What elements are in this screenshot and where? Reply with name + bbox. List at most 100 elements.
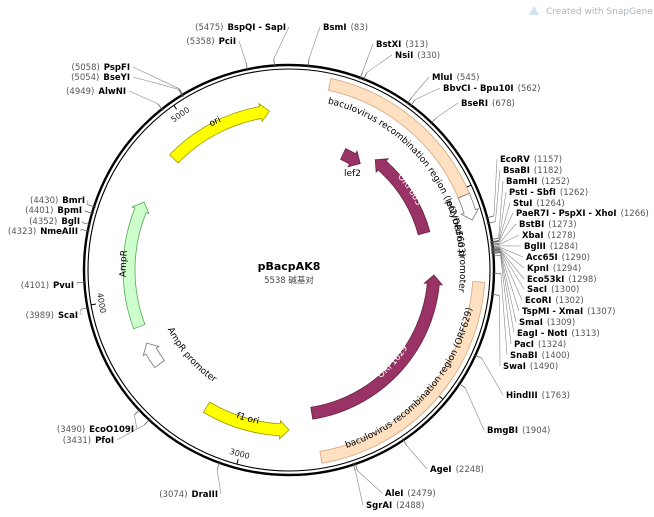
site-name: DraIII (192, 490, 218, 500)
site-tick (359, 71, 364, 80)
site-label: PstI - SbfI (1262) (509, 188, 588, 198)
site-name: SmaI (519, 318, 543, 328)
site-leader (499, 249, 525, 290)
site-position: (330) (417, 51, 440, 61)
site-label: (4352) BglI (29, 217, 80, 227)
feature-label: AmpR (119, 250, 130, 278)
site-leader (273, 26, 290, 59)
site-label: BglII (1284) (524, 242, 578, 252)
site-position: (1400) (542, 351, 570, 361)
watermark-icon (529, 6, 539, 15)
site-position: (3431) (63, 436, 91, 446)
site-name: BseYI (103, 73, 130, 83)
site-leader (493, 158, 498, 216)
site-tick (491, 249, 501, 252)
feature-arc (142, 342, 165, 369)
site-label: EcoRV (1157) (500, 155, 562, 165)
site-label: EagI - NotI (1313) (517, 329, 600, 339)
site-tick (490, 245, 500, 248)
site-tick (77, 281, 87, 283)
feature-label: baculovirus recombination region (ORF629… (344, 307, 475, 451)
site-tick (491, 251, 501, 253)
site-tick (429, 117, 437, 125)
site-position: (562) (518, 84, 541, 94)
site-tick (490, 240, 500, 243)
site-tick (82, 222, 92, 226)
site-name: MluI (432, 73, 453, 83)
site-tick (273, 58, 275, 68)
site-name: SwaI (503, 362, 526, 372)
site-name: AleI (385, 489, 403, 499)
site-leader (499, 250, 523, 301)
backbone-tick (90, 303, 97, 306)
site-name: BglII (524, 242, 546, 252)
site-label: (4401) BpmI (25, 206, 82, 216)
site-position: (4101) (21, 281, 49, 291)
site-label: (3490) EcoO109I (57, 425, 134, 435)
site-name: PstI - SbfI (509, 188, 556, 198)
site-label: HindIII (1763) (506, 391, 570, 401)
feature-label-path: ori (208, 115, 223, 129)
site-tick (490, 242, 500, 245)
site-leader (499, 223, 517, 244)
site-tick (80, 229, 90, 232)
site-position: (4352) (29, 217, 57, 227)
site-label: (4323) NmeAIII (8, 227, 78, 237)
site-label: XbaI (1278) (522, 231, 576, 241)
site-tick (490, 246, 500, 249)
site-position: (4430) (30, 196, 58, 206)
feature-label: ori (208, 115, 223, 129)
site-position: (2488) (396, 501, 424, 511)
site-leader (415, 87, 441, 100)
site-position: (2479) (407, 489, 435, 499)
site-position: (1309) (547, 318, 575, 328)
site-name: BbvCI - Bpu10I (443, 84, 514, 94)
site-leader (128, 90, 158, 104)
site-label: EcoRI (1302) (525, 296, 584, 306)
site-position: (1262) (560, 188, 588, 198)
site-label: MluI (545) (432, 73, 479, 83)
site-name: BsmI (323, 23, 347, 33)
site-leader (499, 249, 525, 280)
site-name: NsiI (395, 51, 413, 61)
site-name: PaeR7I - PspXI - XhoI (516, 209, 617, 219)
site-leader (216, 469, 222, 495)
site-name: Eco53kI (527, 275, 564, 285)
site-position: (3074) (159, 490, 187, 500)
site-name: EcoRI (525, 296, 551, 306)
site-label: (4101) PvuI (21, 281, 74, 291)
site-leader (498, 180, 504, 239)
site-leader (499, 247, 524, 258)
site-position: (1157) (534, 155, 562, 165)
site-tick (178, 88, 184, 98)
feature-arc (374, 158, 431, 236)
site-tick (80, 307, 90, 310)
site-tick (490, 241, 500, 244)
site-label: TspMI - XmaI (1307) (522, 307, 615, 317)
site-label: BstBI (1273) (519, 220, 577, 230)
site-tick (178, 88, 185, 97)
site-leader (308, 26, 321, 60)
site-leader (132, 66, 180, 89)
site-position: (1313) (571, 329, 599, 339)
site-label: (4949) AlwNI (66, 87, 126, 97)
site-name: BmgBI (487, 426, 518, 436)
site-name: KpnI (527, 264, 549, 274)
site-name: BseRI (461, 99, 488, 109)
feature-arc (340, 148, 361, 168)
site-leader (116, 424, 145, 441)
site-label: SacI (1300) (527, 285, 579, 295)
site-tick (352, 462, 356, 472)
backbone-inner (87, 68, 491, 472)
site-name: HindIII (506, 391, 538, 401)
feature-label-path: AmpR promoter (165, 326, 218, 385)
site-label: (5358) PciI (186, 37, 236, 47)
site-tick (144, 418, 151, 426)
site-name: BspQI - SapI (227, 23, 286, 33)
site-name: EagI - NotI (517, 329, 567, 339)
site-label: (3431) PfoI (63, 436, 114, 446)
site-position: (1264) (536, 199, 564, 209)
site-position: (5054) (71, 73, 99, 83)
site-leader (500, 273, 508, 356)
feature-label: AmpR promoter (165, 326, 218, 385)
